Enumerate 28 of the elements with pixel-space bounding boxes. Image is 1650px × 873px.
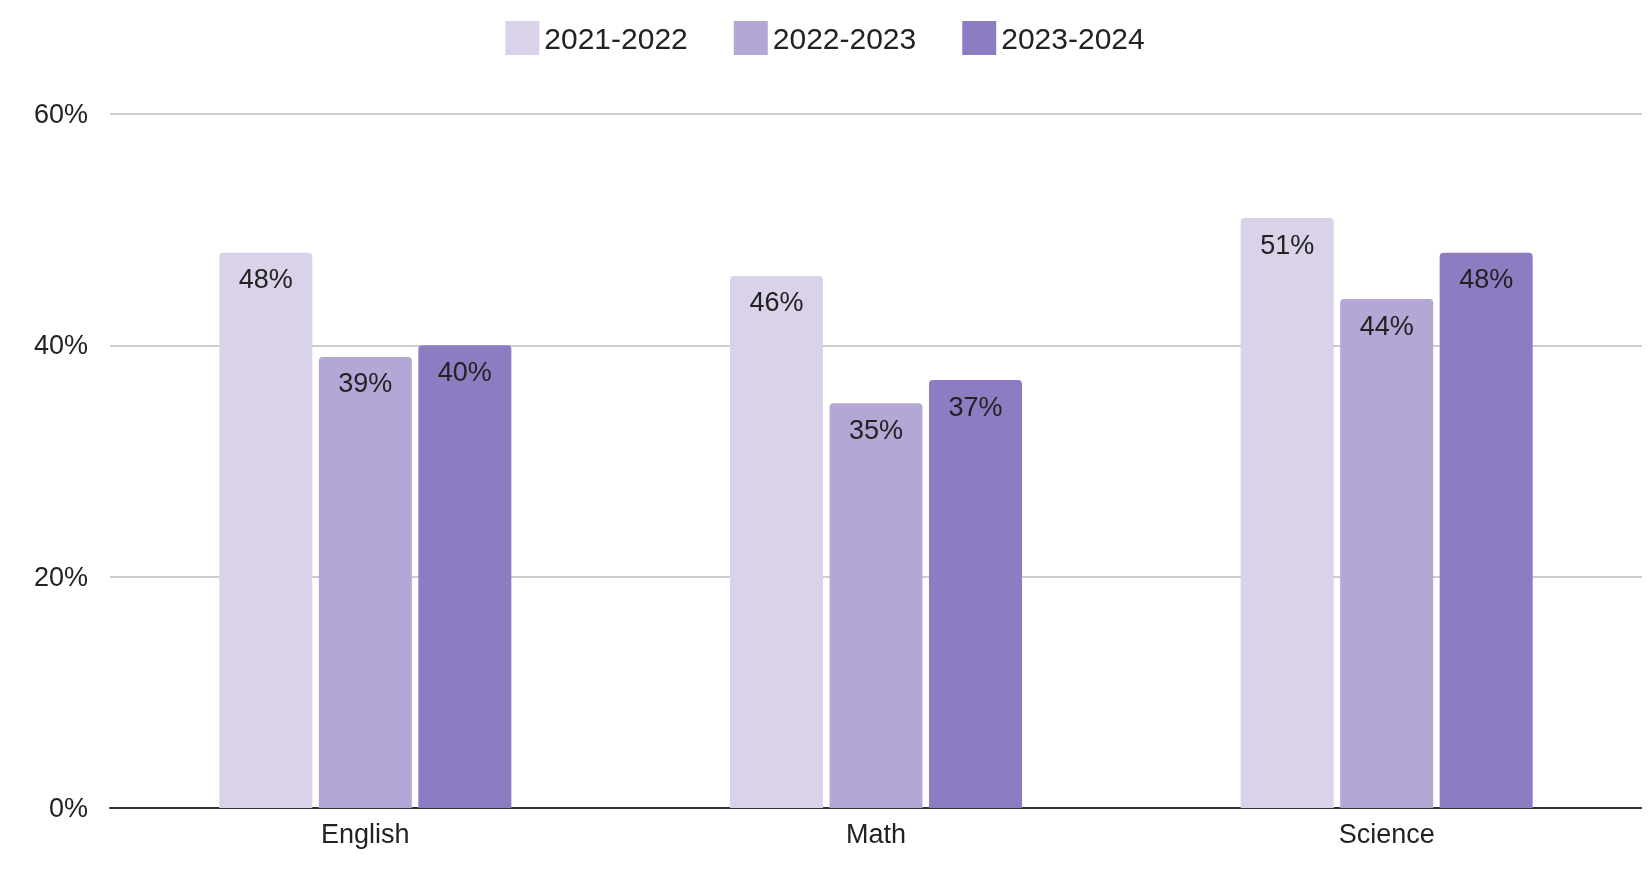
bar (1340, 299, 1434, 808)
bar (418, 345, 512, 808)
data-label: 51% (1260, 229, 1315, 260)
bar (219, 252, 313, 808)
y-tick-label: 40% (33, 330, 88, 361)
legend-label: 2022-2023 (772, 21, 917, 55)
bar (1439, 252, 1533, 808)
data-label: 48% (1459, 264, 1514, 295)
bar (318, 356, 412, 808)
data-label: 40% (437, 356, 492, 387)
y-tick-label: 60% (33, 99, 88, 129)
x-tick-label: English (321, 818, 410, 849)
x-tick-label: Math (845, 818, 907, 849)
data-label: 46% (749, 287, 804, 318)
bar (1240, 218, 1334, 808)
bar (729, 275, 823, 808)
data-label: 35% (848, 414, 904, 445)
data-label: 39% (338, 368, 393, 399)
bar (829, 403, 923, 808)
legend-label: 2021-2022 (544, 21, 688, 55)
y-tick-label: 0% (48, 793, 88, 823)
bar (929, 380, 1023, 808)
data-label: 48% (238, 264, 293, 295)
data-label: 37% (948, 391, 1003, 422)
data-label: 44% (1359, 310, 1414, 341)
legend-label: 2023-2024 (1001, 21, 1145, 55)
x-tick-label: Science (1338, 818, 1435, 849)
y-tick-label: 20% (33, 561, 88, 592)
